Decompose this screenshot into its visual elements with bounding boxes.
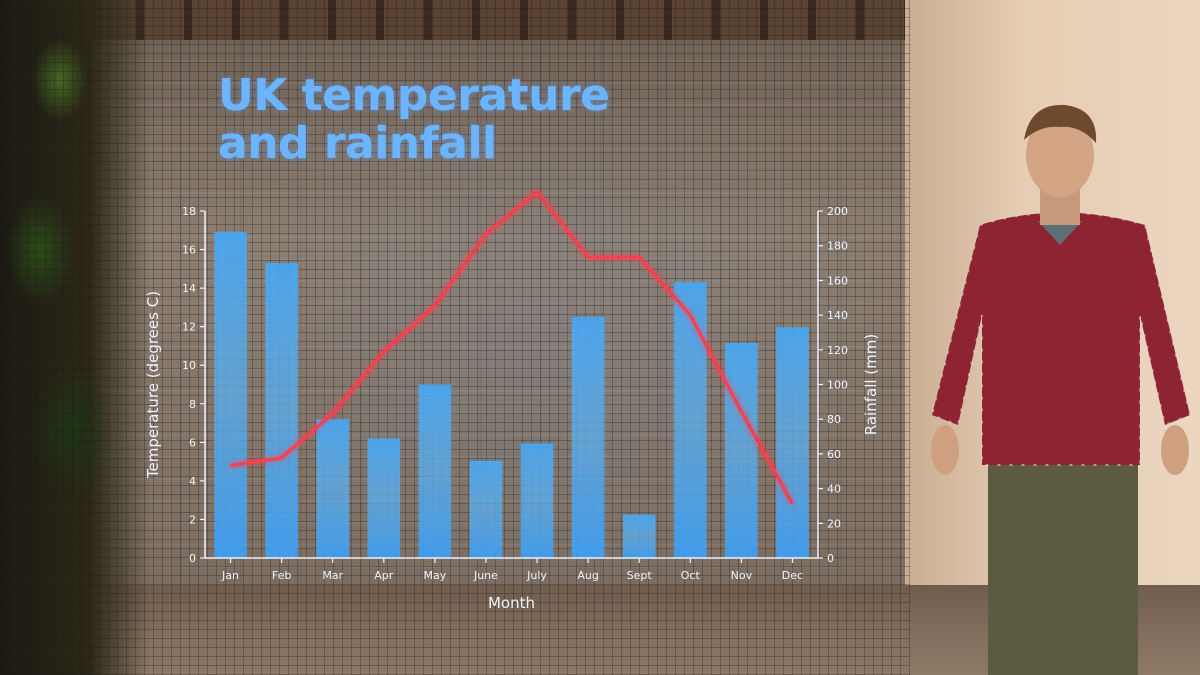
left-axis-title: Temperature (degrees C) <box>144 291 162 479</box>
x-tick-label-sept: Sept <box>627 569 653 582</box>
rainfall-bar-apr <box>367 438 401 558</box>
rainfall-bars <box>214 231 809 559</box>
right-tick-label: 160 <box>827 274 848 287</box>
right-tick-label: 60 <box>827 448 841 461</box>
x-tick-label-july: July <box>526 569 547 582</box>
left-tick-label: 12 <box>182 321 196 334</box>
rainfall-bar-feb <box>265 263 298 558</box>
x-tick-label-nov: Nov <box>731 569 753 582</box>
temperature-line <box>230 189 794 505</box>
wire-mesh <box>0 0 910 675</box>
left-tick-label: 14 <box>182 282 196 295</box>
left-tick-label: 2 <box>189 513 196 526</box>
x-tick-label-mar: Mar <box>322 569 343 582</box>
right-tick-label: 20 <box>827 517 841 530</box>
right-tick-label: 0 <box>827 552 834 565</box>
x-tick-label-may: May <box>424 569 447 582</box>
rainfall-bar-june <box>469 460 503 558</box>
brick-wall <box>0 0 910 590</box>
left-tick-label: 0 <box>189 552 196 565</box>
rainfall-bar-july <box>520 443 554 558</box>
right-tick-label: 40 <box>827 483 841 496</box>
left-tick-label: 18 <box>182 205 196 218</box>
right-tick-label: 180 <box>827 240 848 253</box>
presenter <box>930 104 1192 675</box>
right-tick-label: 120 <box>827 344 848 357</box>
right-tick-label: 200 <box>827 205 848 218</box>
right-tick-label: 140 <box>827 309 848 322</box>
x-tick-label-feb: Feb <box>272 569 291 582</box>
rainfall-bar-dec <box>776 327 809 558</box>
x-tick-label-apr: Apr <box>374 569 394 582</box>
rainfall-bar-may <box>418 384 452 558</box>
left-tick-label: 16 <box>182 244 196 257</box>
left-tick-label: 6 <box>189 436 196 449</box>
rainfall-bar-aug <box>571 316 605 558</box>
right-tick-label: 80 <box>827 413 841 426</box>
right-tick-label: 100 <box>827 379 848 392</box>
left-axis-ticks: 0 2 4 6 8 10 12 14 16 18 <box>182 205 205 565</box>
right-axis-ticks: 0 20 40 60 80 100 120 140 160 180 200 <box>818 205 848 565</box>
x-axis-title: Month <box>488 594 535 612</box>
left-tick-label: 4 <box>189 475 196 488</box>
left-tick-label: 8 <box>189 398 196 411</box>
left-tick-label: 10 <box>182 359 196 372</box>
x-tick-label-jan: Jan <box>221 569 239 582</box>
x-tick-label-dec: Dec <box>782 569 803 582</box>
x-axis-ticks: Jan Feb Mar Apr May June July Aug Sept Oct Nov Dec <box>221 558 803 582</box>
right-axis-title: Rainfall (mm) <box>862 334 880 435</box>
x-tick-label-aug: Aug <box>577 569 598 582</box>
chart-title: UK temperature and rainfall <box>218 72 610 168</box>
rainfall-bar-mar <box>316 419 350 558</box>
rainfall-bar-oct <box>673 282 707 558</box>
rainfall-bar-nov <box>725 342 758 558</box>
rainfall-bar-jan <box>214 231 247 559</box>
x-tick-label-june: June <box>473 569 498 582</box>
chart-title-line-2: and rainfall <box>218 118 497 169</box>
rainfall-bar-sept <box>622 514 656 558</box>
chart-title-line-1: UK temperature <box>218 70 610 121</box>
x-tick-label-oct: Oct <box>681 569 701 582</box>
ivy-foliage <box>0 0 150 675</box>
